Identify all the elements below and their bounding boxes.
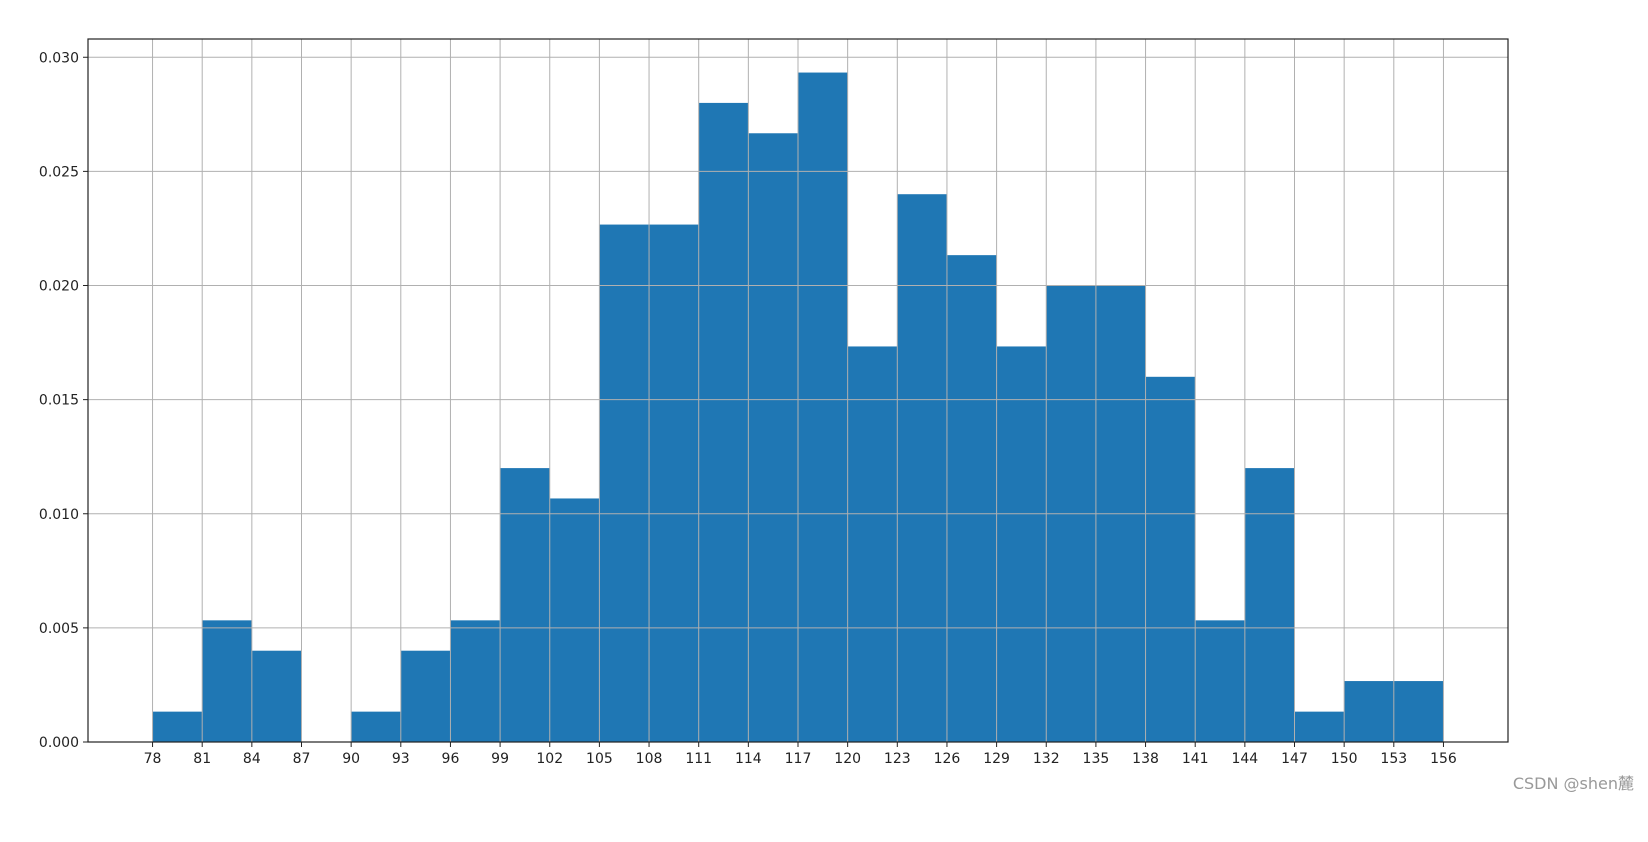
histogram-bar	[351, 711, 401, 742]
y-tick-label: 0.000	[39, 735, 79, 751]
histogram-bar	[152, 711, 203, 742]
x-tick-label: 132	[1033, 751, 1060, 767]
x-tick-label: 111	[685, 751, 712, 767]
x-tick-label: 108	[636, 751, 663, 767]
histogram-bar	[1244, 468, 1295, 742]
x-tick-label: 93	[392, 751, 410, 767]
y-tick-label: 0.020	[39, 279, 79, 295]
x-tick-label: 147	[1281, 751, 1308, 767]
histogram-bar	[748, 133, 798, 742]
x-tick-label: 87	[293, 751, 311, 767]
histogram-bar	[1145, 376, 1196, 742]
x-tick-label: 144	[1231, 751, 1258, 767]
x-tick-label: 156	[1430, 751, 1457, 767]
histogram-bar	[847, 346, 898, 742]
histogram-bar	[1344, 681, 1394, 742]
x-tick-label: 81	[193, 751, 211, 767]
x-tick-label: 99	[491, 751, 509, 767]
histogram-bar	[500, 468, 550, 742]
x-tick-label: 96	[442, 751, 460, 767]
histogram-bar	[202, 620, 252, 742]
x-tick-label: 102	[536, 751, 563, 767]
x-tick-label: 126	[934, 751, 961, 767]
histogram-bar	[549, 498, 600, 742]
histogram-bar	[798, 72, 848, 743]
histogram-bar	[251, 650, 302, 742]
histogram-bar	[599, 224, 650, 743]
plot-frame	[87, 38, 1509, 743]
histogram-bar	[946, 255, 997, 743]
histogram-bar	[649, 224, 699, 743]
x-tick-label: 135	[1083, 751, 1110, 767]
x-tick-label: 123	[884, 751, 911, 767]
histogram-bar	[698, 102, 749, 743]
x-tick-label: 141	[1182, 751, 1209, 767]
histogram-bar	[1195, 620, 1245, 742]
histogram-bar	[450, 620, 501, 742]
x-tick-label: 105	[586, 751, 613, 767]
x-tick-label: 150	[1331, 751, 1358, 767]
y-tick-label: 0.015	[39, 393, 79, 409]
histogram-bar	[996, 346, 1047, 742]
x-tick-label: 90	[342, 751, 360, 767]
x-tick-label: 84	[243, 751, 261, 767]
histogram-bar	[400, 650, 451, 742]
x-tick-label: 78	[144, 751, 162, 767]
x-tick-label: 153	[1380, 751, 1407, 767]
histogram-bar	[1393, 681, 1444, 742]
histogram-bar	[1294, 711, 1345, 742]
histogram-bar	[897, 194, 947, 743]
x-tick-label: 129	[983, 751, 1010, 767]
y-tick-label: 0.025	[39, 164, 79, 180]
x-tick-label: 120	[834, 751, 861, 767]
x-tick-label: 114	[735, 751, 762, 767]
y-tick-label: 0.030	[39, 50, 79, 66]
watermark: CSDN @shen麓	[1512, 774, 1634, 793]
x-tick-label: 138	[1132, 751, 1159, 767]
y-tick-label: 0.010	[39, 507, 79, 523]
x-tick-label: 117	[785, 751, 812, 767]
y-tick-label: 0.005	[39, 621, 79, 637]
